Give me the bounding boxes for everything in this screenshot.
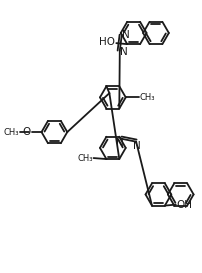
Text: CH₃: CH₃ [77, 153, 92, 162]
Text: N: N [121, 30, 129, 40]
Text: N: N [133, 141, 140, 151]
Text: OH: OH [176, 200, 192, 210]
Text: HO: HO [99, 37, 115, 47]
Text: N: N [119, 47, 127, 57]
Text: CH₃: CH₃ [139, 93, 154, 102]
Text: O: O [22, 127, 31, 137]
Text: CH₃: CH₃ [3, 127, 19, 136]
Text: N: N [116, 138, 124, 148]
